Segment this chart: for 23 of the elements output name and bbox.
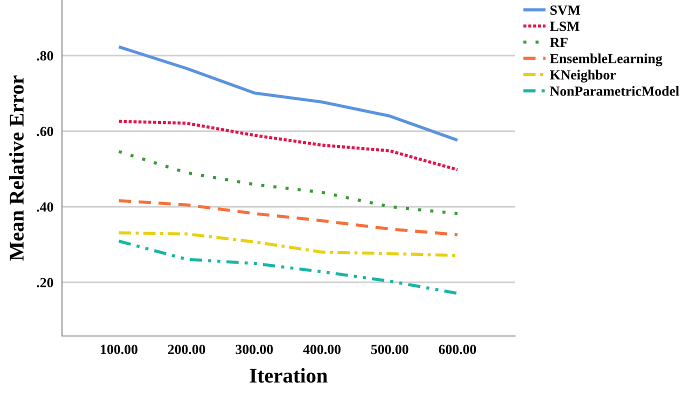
legend-label: EnsembleLearning <box>550 54 662 66</box>
line-series <box>117 45 459 142</box>
legend-label: KNeighbor <box>550 70 616 82</box>
x-axis-title: Iteration <box>250 368 328 383</box>
x-tick-label: 500.00 <box>371 344 408 354</box>
x-tick-label: 600.00 <box>438 344 476 354</box>
legend-label: LSM <box>550 22 580 31</box>
y-tick-label: .20 <box>36 278 54 288</box>
x-tick-label: 200.00 <box>168 344 206 354</box>
x-tick-label: 400.00 <box>303 344 341 354</box>
line-series <box>117 199 459 236</box>
legend-label: SVM <box>550 6 580 15</box>
legend-label: RF <box>550 38 568 47</box>
x-tick-label: 100.00 <box>100 344 138 354</box>
y-tick-label: .40 <box>36 202 54 212</box>
x-tick-label: 300.00 <box>236 344 273 354</box>
y-tick-label: .60 <box>36 126 54 136</box>
line-series <box>117 120 459 172</box>
line-series <box>117 240 459 295</box>
y-axis-title: Mean Relative Error <box>9 76 24 261</box>
line-series <box>117 150 459 216</box>
legend-label: NonParametricModel <box>550 86 680 96</box>
y-tick-label: .80 <box>36 51 54 61</box>
